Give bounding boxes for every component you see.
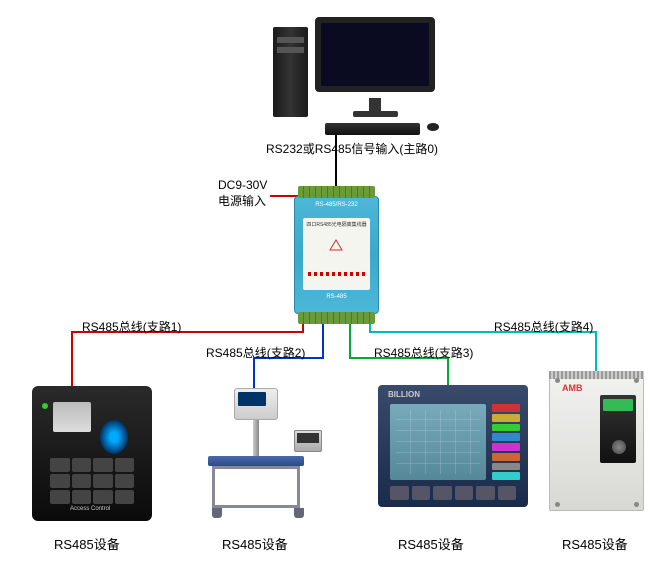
device3-label: RS485设备 bbox=[398, 534, 464, 553]
label-branch2: RS485总线(支路2) bbox=[206, 344, 305, 361]
label-power1: DC9-30V bbox=[218, 178, 267, 192]
device3-side-button bbox=[492, 404, 520, 412]
screw-icon bbox=[555, 378, 560, 383]
device4-panel-screen bbox=[603, 399, 633, 411]
hub-logo-icon bbox=[326, 238, 346, 252]
device3-bottom-buttons bbox=[390, 486, 516, 500]
screw-icon bbox=[634, 502, 639, 507]
device1-footer-text: Access Control bbox=[70, 506, 110, 512]
monitor-base bbox=[353, 111, 398, 117]
device3-side-button bbox=[492, 453, 520, 461]
computer-device bbox=[255, 15, 455, 135]
mouse bbox=[427, 123, 439, 131]
label-branch3: RS485总线(支路3) bbox=[374, 344, 473, 361]
device4-brand: AMB bbox=[562, 383, 583, 393]
device4-label: RS485设备 bbox=[562, 534, 628, 553]
monitor-stand bbox=[369, 98, 381, 112]
label-branch4: RS485总线(支路4) bbox=[494, 318, 593, 335]
device2-label: RS485设备 bbox=[222, 534, 288, 553]
device3-brand: BILLION bbox=[388, 390, 420, 399]
device1-fingerprint-icon bbox=[100, 420, 128, 454]
device1-label: RS485设备 bbox=[54, 534, 120, 553]
screw-icon bbox=[555, 502, 560, 507]
device3-side-buttons bbox=[492, 404, 520, 480]
device1-led-icon bbox=[42, 403, 48, 409]
device1-screen bbox=[53, 402, 91, 432]
device1-keypad bbox=[50, 458, 134, 504]
hub-leds bbox=[308, 272, 365, 276]
hub-terminals-bottom bbox=[298, 312, 375, 324]
device3-screen bbox=[390, 404, 486, 480]
device4-vents bbox=[549, 371, 644, 379]
device2-aux-screen bbox=[297, 433, 319, 443]
hub-terminals-top bbox=[298, 186, 375, 198]
device2-frame bbox=[212, 466, 300, 508]
device3-side-button bbox=[492, 472, 520, 480]
device2-pole bbox=[253, 420, 259, 458]
device3-side-button bbox=[492, 424, 520, 432]
device2-head-screen bbox=[238, 392, 266, 406]
device4-knob-icon bbox=[612, 440, 626, 454]
device3-side-button bbox=[492, 443, 520, 451]
hub-label-area bbox=[303, 218, 370, 290]
device2-leg bbox=[212, 508, 222, 518]
monitor-screen bbox=[315, 17, 435, 92]
device3-side-button bbox=[492, 463, 520, 471]
hub-bottom-text: RS-485 bbox=[305, 294, 368, 300]
label-branch1: RS485总线(支路1) bbox=[82, 318, 181, 335]
screw-icon bbox=[634, 378, 639, 383]
hub-inner-text: 四口RS485光电隔离集线器 bbox=[306, 222, 367, 228]
device2-platform bbox=[208, 456, 304, 466]
label-power2: 电源输入 bbox=[218, 192, 266, 209]
hub-top-text: RS-485/RS-232 bbox=[305, 202, 368, 208]
keyboard bbox=[325, 123, 420, 135]
tower-slot bbox=[277, 37, 304, 43]
device3-side-button bbox=[492, 414, 520, 422]
device3-side-button bbox=[492, 433, 520, 441]
tower-slot bbox=[277, 47, 304, 53]
device2-leg bbox=[294, 508, 304, 518]
label-main-conn: RS232或RS485信号输入(主路0) bbox=[266, 140, 438, 157]
